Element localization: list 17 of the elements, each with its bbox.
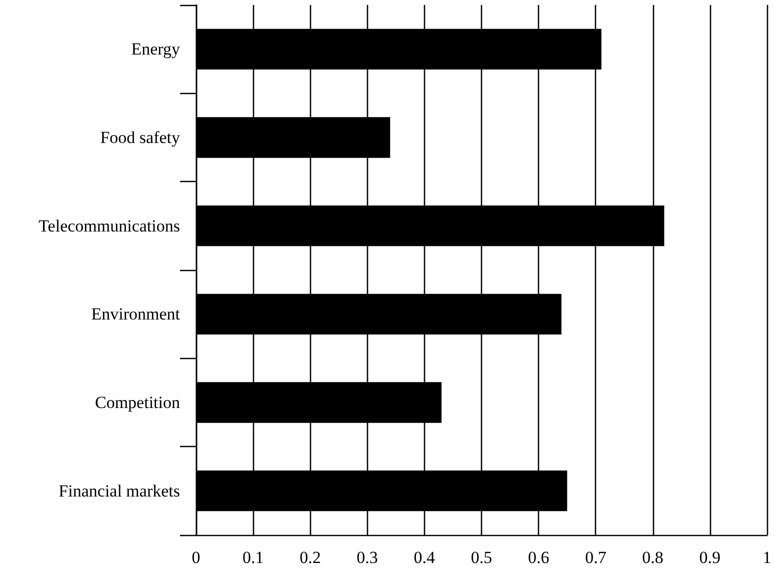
y-tick-label: Competition [95, 393, 180, 412]
y-tick-label: Energy [131, 40, 180, 59]
x-tick-label: 0.1 [242, 548, 264, 567]
x-tick-label: 0.7 [585, 548, 607, 567]
x-tick-label: 1 [762, 548, 772, 567]
y-tick-label: Environment [91, 304, 180, 324]
y-tick-label: Telecommunications [38, 216, 180, 236]
x-tick-label: 0.2 [300, 548, 321, 567]
x-tick-label: 0.3 [356, 548, 378, 567]
y-tick-label: Food safety [100, 128, 180, 147]
x-tick-label: 0.6 [528, 548, 550, 567]
x-tick-label: 0.8 [642, 548, 664, 567]
y-tick-label: Financial markets [58, 481, 180, 500]
x-tick-label: 0.9 [699, 548, 721, 567]
x-tick-label: 0.4 [414, 548, 436, 567]
x-tick-label: 0 [192, 548, 200, 567]
x-tick-label: 0.5 [470, 548, 492, 567]
